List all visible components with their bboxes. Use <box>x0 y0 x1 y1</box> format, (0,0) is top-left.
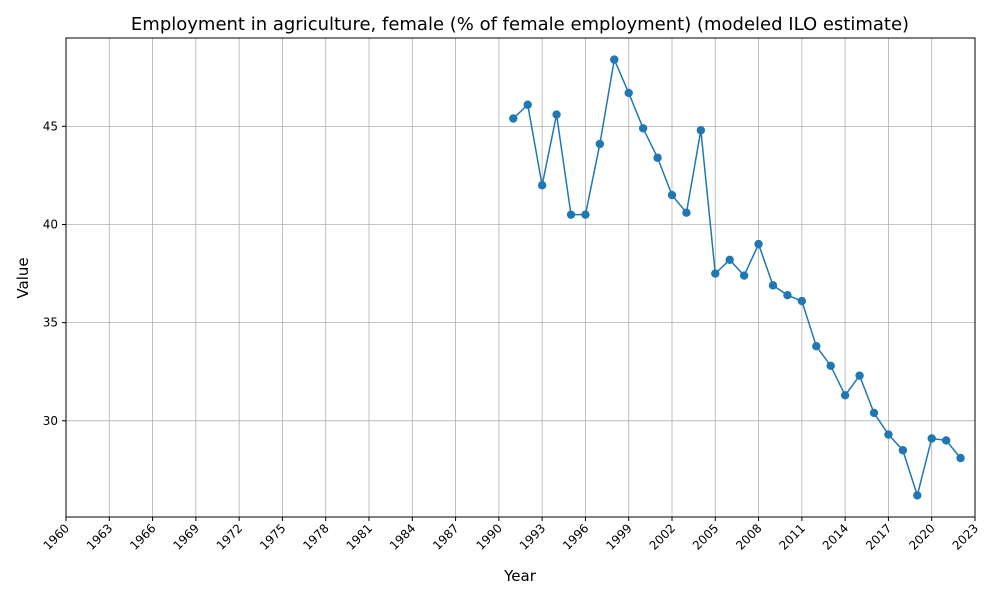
y-tick-label: 45 <box>43 119 58 133</box>
data-point <box>711 269 720 278</box>
x-tick-label: 1975 <box>257 521 288 552</box>
plot-frame <box>65 37 976 518</box>
x-tick-label: 1969 <box>170 521 201 552</box>
x-tick-label: 2017 <box>863 521 894 552</box>
data-point <box>768 281 778 290</box>
data-point <box>869 408 879 418</box>
x-tick-label: 2008 <box>733 521 764 552</box>
data-point <box>696 126 706 135</box>
y-tick-label: 40 <box>43 217 58 231</box>
x-tick-label: 2020 <box>906 521 937 552</box>
data-point <box>624 88 633 98</box>
data-point <box>739 271 749 280</box>
x-tick-label: 1963 <box>84 521 115 552</box>
data-point <box>725 255 734 265</box>
grid-lines <box>65 38 976 517</box>
y-axis-label: Value <box>14 257 32 298</box>
x-tick-label: 1993 <box>517 521 548 552</box>
x-tick-label: 1984 <box>387 521 418 552</box>
x-axis-label: Year <box>503 567 537 585</box>
data-point <box>913 491 922 500</box>
x-tick-label: 1999 <box>603 521 634 552</box>
data-point <box>941 436 951 445</box>
x-tick-label: 1960 <box>41 521 72 552</box>
x-tick-label: 1987 <box>430 521 461 552</box>
data-point <box>610 55 619 64</box>
data-point <box>581 210 590 219</box>
data-point <box>797 296 807 306</box>
data-point <box>783 290 792 300</box>
x-tick-label: 2014 <box>820 521 851 552</box>
x-tick-label: 1996 <box>560 521 591 552</box>
data-point <box>826 361 835 371</box>
data-point <box>552 110 561 119</box>
x-tick-label: 1990 <box>473 521 504 552</box>
data-point <box>956 453 965 463</box>
x-tick-label: 2002 <box>647 521 678 552</box>
data-point <box>566 210 576 219</box>
data-point <box>754 239 763 249</box>
series-line <box>512 56 962 499</box>
data-point <box>812 342 821 351</box>
data-point <box>884 430 893 439</box>
data-point <box>523 100 532 109</box>
chart-title: Employment in agriculture, female (% of … <box>131 14 909 35</box>
axis-ticks: 1960 1963 1966 1969 1972 1975 1978 1981 1984 1987… <box>41 119 981 552</box>
x-tick-label: 1972 <box>214 521 245 552</box>
x-tick-label: 1981 <box>344 521 375 552</box>
x-tick-label: 1978 <box>300 521 331 552</box>
data-point <box>595 139 605 149</box>
data-point <box>638 124 648 133</box>
x-tick-label: 2011 <box>776 521 807 552</box>
data-point <box>667 190 677 200</box>
data-point <box>682 208 691 217</box>
series-layer <box>509 55 965 500</box>
data-point <box>840 391 850 400</box>
y-tick-label: 30 <box>43 414 58 428</box>
data-point <box>509 114 518 123</box>
y-tick-label: 35 <box>43 316 58 330</box>
data-point <box>537 181 547 190</box>
data-point <box>927 434 936 443</box>
data-point <box>898 446 908 455</box>
x-tick-label: 2005 <box>690 521 721 552</box>
x-tick-label: 2023 <box>950 521 981 552</box>
data-point <box>855 371 864 380</box>
data-point <box>653 153 662 162</box>
x-tick-label: 1966 <box>127 521 158 552</box>
